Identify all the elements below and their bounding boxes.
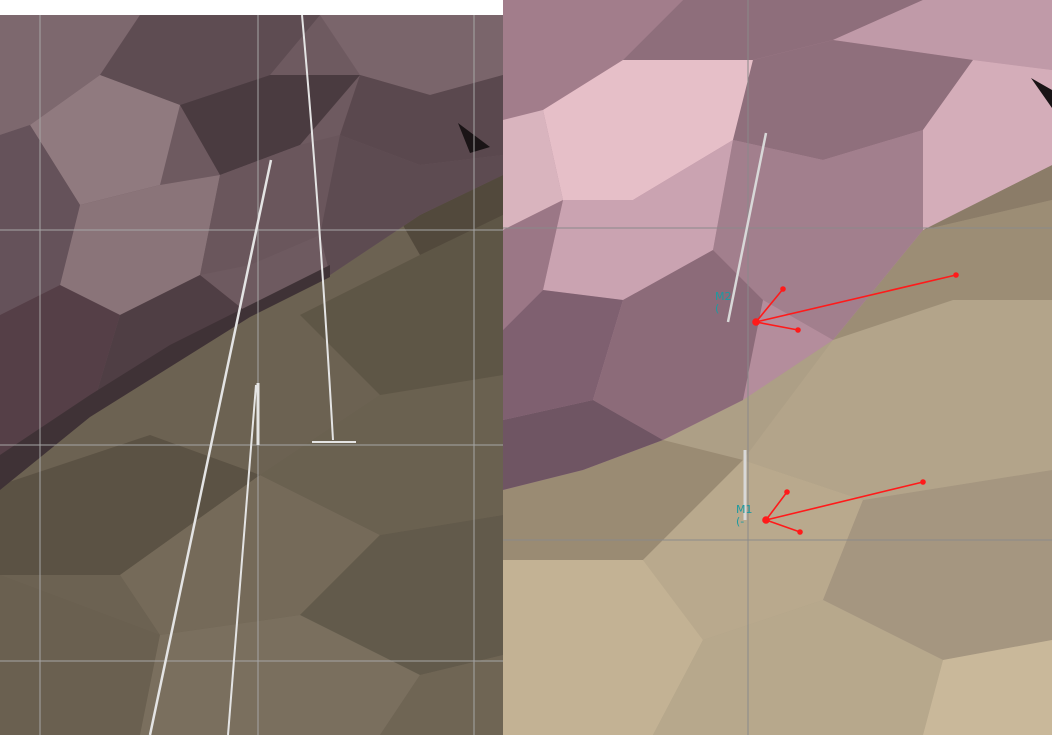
rock-facet [833,0,1052,70]
soil-facet [300,515,503,675]
marker-m1-sub: (- [736,515,745,528]
rock-facet [503,290,623,420]
marker-m2-name: M2 [715,290,732,303]
soil-facet [260,375,503,535]
soil-facet [643,460,863,640]
rock-facet [340,75,503,165]
rock-facet [713,130,923,340]
rock-facet [0,15,140,135]
rock-facet [0,285,120,475]
soil-facet [923,640,1052,735]
rock-facet [623,0,923,60]
marker-m2-label[interactable]: M2 ( [715,291,732,315]
rock-facet [320,15,503,95]
marker-m2-sub: ( [715,302,720,315]
right-viewport-canvas [503,0,1052,735]
borehole-line [301,15,334,441]
boreholes [726,132,768,520]
soil-facet [503,560,703,735]
marker-m1-name: M1 [736,503,753,516]
rock-facet [503,110,563,230]
rock-facet [503,0,683,120]
marker-m1-vectors [762,479,926,535]
soil-facet [823,470,1052,660]
left-viewport[interactable] [0,15,503,735]
rock-facet [503,200,563,330]
rock-facet [543,60,753,200]
rock-facet [733,40,973,160]
rock-facet [593,250,763,440]
rock-facet [180,75,360,175]
marker-m1-label[interactable]: M1 (- [736,504,753,528]
rock-facet [200,135,340,275]
soil-facet [140,615,420,735]
boreholes [148,15,356,735]
right-viewport[interactable]: M2 ( M1 (- [503,0,1052,735]
rock-facet [60,175,220,315]
rock-facet [503,400,663,490]
rock-notch [1031,78,1052,108]
soil-facet [380,655,503,735]
rock-facet [30,75,180,205]
rock-facet [320,135,503,275]
grid-lines [0,15,503,735]
soil-facet [120,475,380,635]
rock-facet [543,140,733,300]
soil-facet [0,435,260,575]
soil-facet [653,600,943,735]
marker-m2-vectors [752,272,959,333]
rock-facet [923,60,1052,230]
rock-edge-shadow [0,265,330,490]
soil-facet [833,200,1052,340]
grid-lines [503,0,1052,735]
borehole-line [227,384,257,735]
borehole-line [726,132,768,323]
soil-facet [300,215,503,395]
rock-facet [100,15,320,105]
left-viewport-canvas [0,15,503,735]
soil-facet [743,300,1052,500]
borehole-line [148,159,273,735]
